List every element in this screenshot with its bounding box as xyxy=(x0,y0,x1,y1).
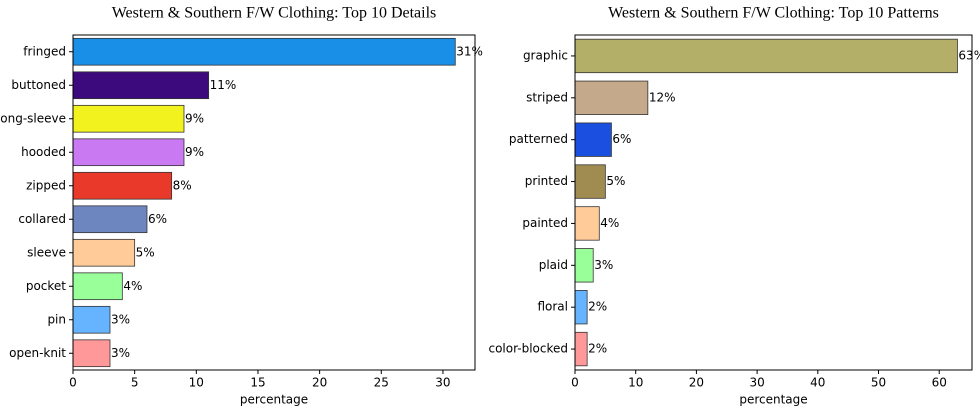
x-tick-label: 20 xyxy=(689,376,704,390)
chart-title: Western & Southern F/W Clothing: Top 10 … xyxy=(112,5,437,22)
value-label: 4% xyxy=(600,216,619,230)
value-label: 11% xyxy=(210,78,237,92)
bar xyxy=(72,205,148,234)
x-tick-label: 50 xyxy=(871,376,886,390)
x-tick-label: 10 xyxy=(189,376,204,390)
bar xyxy=(72,238,136,267)
value-label: 2% xyxy=(588,342,607,356)
plot-frame xyxy=(72,34,476,371)
value-label: 3% xyxy=(594,258,613,272)
y-tick-label: open-knit xyxy=(9,346,66,360)
value-label: 63% xyxy=(958,48,980,62)
bar xyxy=(574,122,612,157)
y-tick-label: pin xyxy=(47,312,66,326)
bar xyxy=(574,248,594,283)
y-tick-label: sleeve xyxy=(27,245,66,259)
y-tick-label: printed xyxy=(525,174,568,188)
value-label: 3% xyxy=(111,312,130,326)
y-tick-label: floral xyxy=(537,300,568,314)
x-tick-label: 40 xyxy=(810,376,825,390)
bar xyxy=(72,272,123,301)
plot-frame xyxy=(574,34,973,371)
x-tick-label: 0 xyxy=(69,376,77,390)
y-tick-label: long-sleeve xyxy=(0,111,66,125)
value-label: 9% xyxy=(185,111,204,125)
value-label: 8% xyxy=(173,178,192,192)
bar xyxy=(72,138,185,167)
x-tick-label: 25 xyxy=(374,376,389,390)
bar xyxy=(72,171,173,200)
value-label: 2% xyxy=(588,300,607,314)
x-tick-label: 20 xyxy=(312,376,327,390)
bar xyxy=(574,164,606,199)
bar xyxy=(574,331,588,367)
x-tick-label: 5 xyxy=(131,376,139,390)
bar xyxy=(72,37,456,66)
value-label: 31% xyxy=(456,44,483,58)
x-tick-label: 10 xyxy=(628,376,643,390)
value-label: 5% xyxy=(136,245,155,259)
y-tick-label: hooded xyxy=(21,145,66,159)
value-label: 4% xyxy=(123,279,142,293)
y-tick-label: patterned xyxy=(509,132,568,146)
x-axis-label: percentage xyxy=(240,393,308,407)
y-tick-label: zipped xyxy=(26,178,66,192)
y-tick-label: painted xyxy=(522,216,568,230)
x-tick-label: 60 xyxy=(932,376,947,390)
bar xyxy=(574,206,600,241)
y-tick-label: color-blocked xyxy=(488,342,568,356)
value-label: 6% xyxy=(612,132,631,146)
bar xyxy=(574,290,588,325)
x-axis-label: percentage xyxy=(739,393,807,407)
x-tick-label: 15 xyxy=(250,376,265,390)
value-label: 6% xyxy=(148,212,167,226)
y-tick-label: pocket xyxy=(26,279,66,293)
value-label: 12% xyxy=(649,90,676,104)
x-tick-label: 30 xyxy=(749,376,764,390)
chart-title: Western & Southern F/W Clothing: Top 10 … xyxy=(608,5,939,22)
bar xyxy=(574,80,649,115)
y-tick-label: plaid xyxy=(539,258,568,272)
bar xyxy=(72,104,185,133)
y-tick-label: fringed xyxy=(23,44,66,58)
value-label: 3% xyxy=(111,346,130,360)
y-tick-label: striped xyxy=(526,90,568,104)
x-tick-label: 0 xyxy=(571,376,579,390)
y-tick-label: buttoned xyxy=(11,78,66,92)
y-tick-label: collared xyxy=(18,212,66,226)
y-tick-label: graphic xyxy=(523,48,568,62)
value-label: 9% xyxy=(185,145,204,159)
bar xyxy=(574,38,958,74)
bar xyxy=(72,339,111,368)
bar xyxy=(72,305,111,334)
x-tick-label: 30 xyxy=(435,376,450,390)
value-label: 5% xyxy=(606,174,625,188)
bar xyxy=(72,71,210,100)
